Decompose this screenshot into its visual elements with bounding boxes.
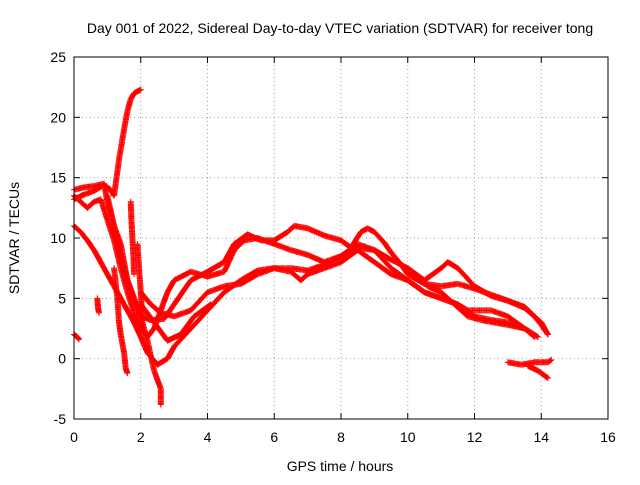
series-track-l xyxy=(94,295,103,316)
series-track-g xyxy=(137,301,214,344)
series-markers xyxy=(111,266,131,376)
y-tick-label: 25 xyxy=(50,49,66,65)
x-tick-label: 14 xyxy=(533,429,549,445)
series-track-f xyxy=(104,192,164,408)
x-tick-label: 2 xyxy=(137,429,145,445)
series-track-h xyxy=(411,271,528,332)
series-track-c xyxy=(71,192,551,340)
series-track-m xyxy=(111,265,131,377)
y-tick-label: -5 xyxy=(54,411,67,427)
y-tick-label: 15 xyxy=(50,170,66,186)
series-markers xyxy=(71,332,82,342)
series xyxy=(71,86,555,408)
x-tick-label: 4 xyxy=(204,429,212,445)
series-markers xyxy=(94,296,102,315)
series-markers xyxy=(104,193,164,407)
y-tick-label: 10 xyxy=(50,230,66,246)
y-axis-label: SDTVAR / TECUs xyxy=(6,182,22,294)
series-track-o xyxy=(134,241,146,320)
y-tick-label: 5 xyxy=(58,290,66,306)
y-tick-label: 0 xyxy=(58,351,66,367)
x-tick-label: 6 xyxy=(270,429,278,445)
x-tick-label: 8 xyxy=(337,429,345,445)
series-track-i xyxy=(504,356,555,368)
x-tick-label: 12 xyxy=(467,429,483,445)
x-axis-label: GPS time / hours xyxy=(287,458,394,474)
plot-frame xyxy=(73,56,609,420)
series-track-k xyxy=(71,331,83,343)
x-tick-label: 0 xyxy=(70,429,78,445)
chart-title: Day 001 of 2022, Sidereal Day-to-day VTE… xyxy=(87,20,593,36)
x-tick-label: 16 xyxy=(600,429,616,445)
series-track-j xyxy=(524,362,551,381)
series-markers xyxy=(127,199,137,277)
series-track-n xyxy=(127,198,138,278)
x-tick-label: 10 xyxy=(400,429,416,445)
y-tick-label: 20 xyxy=(50,109,66,125)
series-markers xyxy=(412,272,527,332)
series-markers xyxy=(134,242,146,319)
series-markers xyxy=(525,363,551,381)
